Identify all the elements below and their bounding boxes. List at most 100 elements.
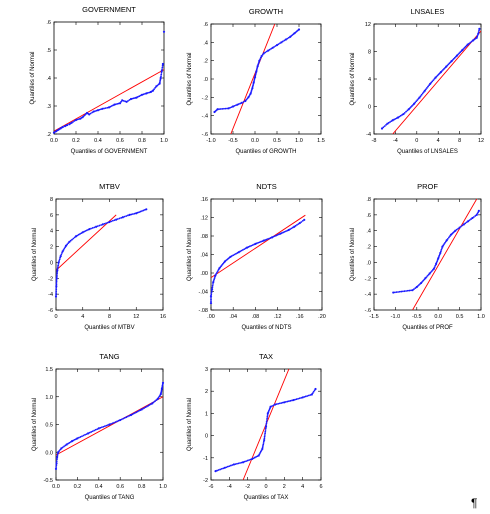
data-point-fill bbox=[283, 39, 286, 42]
data-point-fill bbox=[472, 216, 475, 218]
data-point-fill bbox=[72, 120, 74, 123]
data-point bbox=[432, 267, 436, 270]
data-point-fill bbox=[144, 406, 147, 409]
y-tick-label: 0.0 bbox=[45, 450, 53, 456]
data-point bbox=[76, 437, 79, 440]
x-tick-label: 6 bbox=[319, 484, 322, 490]
data-point bbox=[88, 228, 91, 231]
data-point bbox=[211, 288, 214, 291]
x-tick-label: 0.4 bbox=[95, 484, 103, 490]
y-tick-label: -2 bbox=[48, 276, 53, 282]
data-point-fill bbox=[116, 218, 119, 220]
data-point bbox=[298, 221, 301, 225]
data-point-fill bbox=[128, 414, 131, 417]
data-point-fill bbox=[395, 291, 398, 294]
x-tick-label: -2 bbox=[245, 484, 250, 490]
data-point-fill bbox=[116, 420, 119, 423]
data-point-fill bbox=[56, 274, 58, 277]
data-point-fill bbox=[469, 41, 472, 44]
data-point-fill bbox=[263, 434, 266, 436]
x-tick-label: -0.5 bbox=[412, 314, 421, 320]
data-point-fill bbox=[250, 91, 252, 94]
data-point-fill bbox=[264, 239, 267, 241]
data-point-fill bbox=[276, 234, 279, 236]
data-point bbox=[121, 216, 124, 219]
y-tick-label: 0 bbox=[50, 260, 53, 266]
data-point-fill bbox=[135, 411, 138, 414]
reference-line bbox=[56, 214, 117, 271]
data-point-fill bbox=[218, 108, 221, 111]
data-point bbox=[454, 229, 457, 232]
data-point-fill bbox=[120, 418, 123, 421]
data-point-fill bbox=[266, 415, 269, 418]
data-point bbox=[275, 43, 279, 47]
data-point bbox=[392, 291, 395, 294]
data-point bbox=[274, 403, 277, 406]
data-point bbox=[271, 46, 274, 49]
data-point-fill bbox=[216, 469, 219, 472]
data-point-fill bbox=[476, 35, 479, 38]
data-point-fill bbox=[132, 213, 134, 215]
data-point-fill bbox=[414, 287, 417, 289]
data-point-fill bbox=[229, 464, 232, 467]
data-point-fill bbox=[265, 422, 268, 425]
data-point-fill bbox=[259, 58, 262, 61]
data-point-fill bbox=[100, 224, 103, 226]
y-tick-label: -6 bbox=[48, 308, 53, 314]
panel-title: LNSALES bbox=[411, 7, 445, 16]
data-point-fill bbox=[217, 469, 220, 471]
y-axis-label: Quantiles of Normal bbox=[187, 52, 193, 105]
data-point-fill bbox=[213, 278, 216, 281]
data-point bbox=[258, 59, 261, 62]
data-point bbox=[231, 105, 235, 108]
data-point-fill bbox=[138, 410, 140, 412]
plot-frame bbox=[373, 198, 482, 311]
data-point-fill bbox=[419, 95, 422, 98]
data-point-fill bbox=[55, 458, 58, 461]
data-point-fill bbox=[100, 426, 103, 429]
data-point bbox=[209, 295, 213, 298]
data-point-fill bbox=[283, 230, 286, 233]
data-point-fill bbox=[383, 125, 386, 127]
data-point-fill bbox=[58, 259, 61, 262]
x-tick-label: 0 bbox=[54, 314, 57, 320]
data-point-fill bbox=[394, 117, 397, 120]
data-point-fill bbox=[226, 107, 228, 110]
data-point-fill bbox=[55, 290, 58, 293]
data-point-fill bbox=[449, 235, 451, 237]
data-point-fill bbox=[210, 293, 213, 296]
y-tick-label: -.4 bbox=[365, 292, 371, 298]
plot-frame bbox=[55, 198, 164, 311]
data-point-fill bbox=[296, 224, 298, 226]
data-point bbox=[87, 432, 90, 435]
data-point-fill bbox=[237, 103, 240, 105]
data-point-fill bbox=[406, 109, 409, 112]
data-point-fill bbox=[66, 243, 69, 246]
data-point bbox=[88, 113, 91, 116]
data-point bbox=[301, 396, 304, 399]
data-point-fill bbox=[55, 282, 58, 284]
data-point-fill bbox=[55, 288, 58, 291]
data-point-fill bbox=[415, 100, 418, 103]
data-point-fill bbox=[255, 242, 258, 245]
data-point-fill bbox=[266, 417, 269, 420]
x-tick-label: -4 bbox=[393, 138, 398, 144]
data-point-fill bbox=[56, 455, 59, 458]
y-tick-label: 0 bbox=[205, 434, 208, 440]
data-point-fill bbox=[448, 236, 450, 239]
reference-line bbox=[56, 396, 163, 456]
data-point-fill bbox=[90, 227, 93, 230]
data-point-fill bbox=[403, 111, 406, 114]
data-point-fill bbox=[210, 298, 212, 301]
data-point-fill bbox=[94, 110, 96, 113]
data-point-fill bbox=[254, 74, 257, 77]
data-point-fill bbox=[57, 264, 60, 267]
data-point-fill bbox=[123, 215, 126, 218]
x-axis-label: Quantiles of LNSALES bbox=[397, 149, 458, 155]
y-tick-label: 8 bbox=[368, 50, 371, 56]
data-point-fill bbox=[123, 417, 126, 419]
data-point bbox=[232, 463, 236, 466]
y-tick-label: .16 bbox=[200, 197, 208, 203]
data-point-fill bbox=[102, 425, 105, 428]
